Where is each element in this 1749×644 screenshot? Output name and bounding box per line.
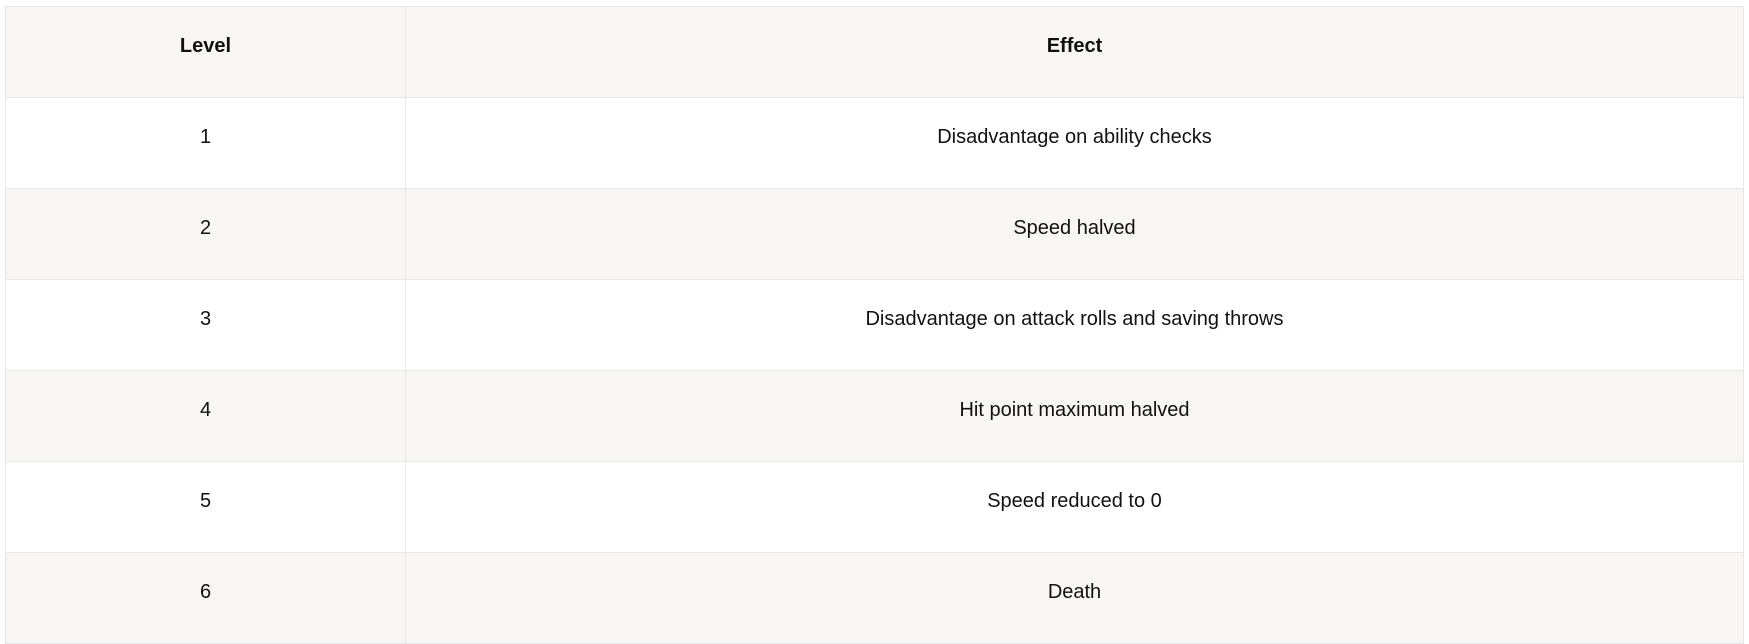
- table-row: 3 Disadvantage on attack rolls and savin…: [5, 279, 1744, 371]
- exhaustion-table: Level Effect 1 Disadvantage on ability c…: [5, 6, 1744, 644]
- header-level: Level: [5, 6, 406, 98]
- table-row: 6 Death: [5, 552, 1744, 644]
- header-row: Level Effect: [5, 6, 1744, 98]
- effect-cell: Disadvantage on ability checks: [405, 97, 1744, 189]
- effect-cell: Speed halved: [405, 188, 1744, 280]
- level-cell: 5: [5, 461, 406, 553]
- table-body: 1 Disadvantage on ability checks 2 Speed…: [5, 97, 1744, 644]
- level-cell: 3: [5, 279, 406, 371]
- table-row: 2 Speed halved: [5, 188, 1744, 280]
- exhaustion-table-container: Level Effect 1 Disadvantage on ability c…: [5, 6, 1744, 644]
- table-row: 5 Speed reduced to 0: [5, 461, 1744, 553]
- effect-cell: Death: [405, 552, 1744, 644]
- level-cell: 1: [5, 97, 406, 189]
- table-row: 4 Hit point maximum halved: [5, 370, 1744, 462]
- effect-cell: Speed reduced to 0: [405, 461, 1744, 553]
- effect-cell: Disadvantage on attack rolls and saving …: [405, 279, 1744, 371]
- table-header: Level Effect: [5, 6, 1744, 98]
- level-cell: 4: [5, 370, 406, 462]
- header-effect: Effect: [405, 6, 1744, 98]
- table-row: 1 Disadvantage on ability checks: [5, 97, 1744, 189]
- effect-cell: Hit point maximum halved: [405, 370, 1744, 462]
- level-cell: 6: [5, 552, 406, 644]
- level-cell: 2: [5, 188, 406, 280]
